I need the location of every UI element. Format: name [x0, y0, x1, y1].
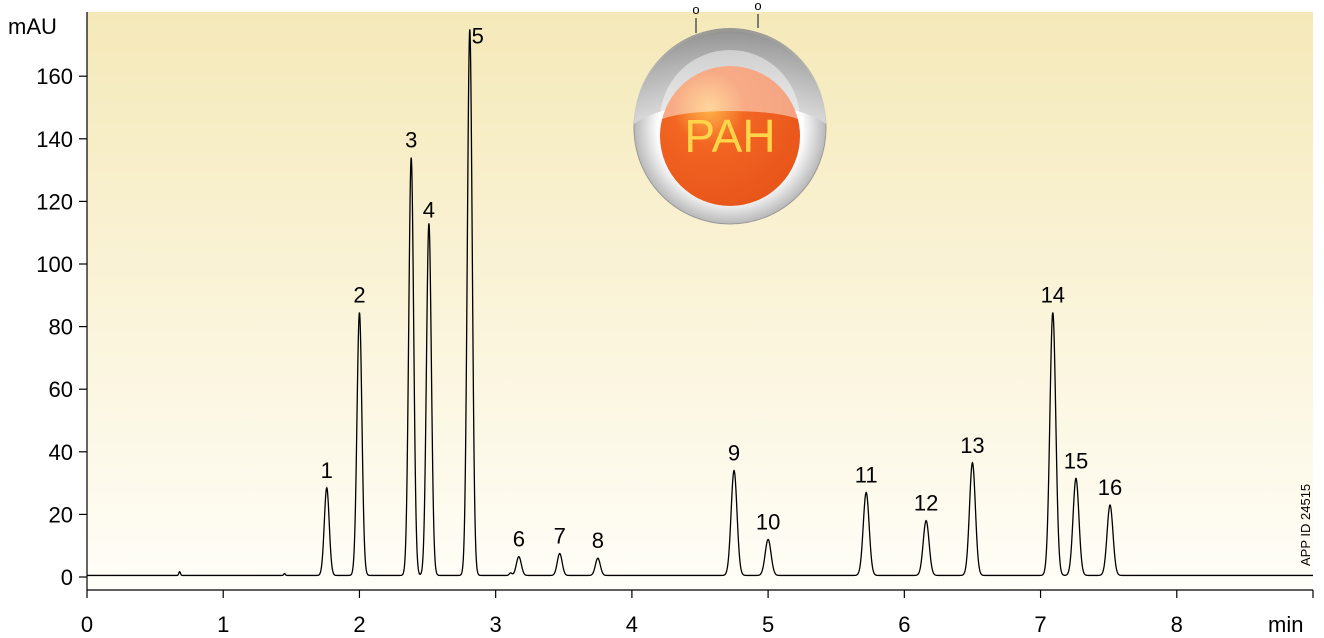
- logo-core-sphere: [660, 66, 800, 206]
- x-tick-label: 3: [490, 612, 502, 637]
- peak-label-10: 10: [756, 509, 780, 534]
- x-tick-label: 2: [353, 612, 365, 637]
- y-tick-label: 0: [61, 565, 73, 590]
- y-tick-label: 120: [36, 189, 73, 214]
- peak-label-3: 3: [405, 128, 417, 153]
- x-tick-label: 8: [1171, 612, 1183, 637]
- peak-label-16: 16: [1098, 475, 1122, 500]
- pah-logo: o o PAH: [633, 0, 827, 225]
- x-tick-label: 0: [81, 612, 93, 637]
- peak-label-6: 6: [513, 527, 525, 552]
- x-tick-label: 6: [898, 612, 910, 637]
- logo-mark-left: o: [692, 2, 699, 17]
- y-tick-label: 20: [49, 502, 73, 527]
- peak-label-12: 12: [914, 491, 938, 516]
- peak-label-2: 2: [353, 283, 365, 308]
- peak-label-11: 11: [855, 462, 878, 487]
- logo-text: PAH: [684, 110, 775, 162]
- y-tick-label: 60: [49, 377, 73, 402]
- x-tick-label: 4: [626, 612, 638, 637]
- y-axis-unit-label: mAU: [8, 14, 57, 39]
- y-tick-label: 100: [36, 252, 73, 277]
- y-tick-label: 160: [36, 64, 73, 89]
- peak-label-15: 15: [1064, 448, 1088, 473]
- x-tick-label: 1: [217, 612, 229, 637]
- x-tick-label: 5: [762, 612, 774, 637]
- x-tick-label: 7: [1034, 612, 1046, 637]
- logo-mark-right: o: [754, 0, 761, 13]
- peak-label-13: 13: [960, 433, 984, 458]
- peak-label-9: 9: [728, 441, 740, 466]
- y-tick-label: 80: [49, 315, 73, 340]
- y-tick-label: 140: [36, 127, 73, 152]
- y-tick-label: 40: [49, 440, 73, 465]
- peak-label-1: 1: [321, 458, 333, 483]
- y-axis: 0 20 40 60 80 100 120 140 160: [36, 12, 88, 590]
- x-axis-unit-label: min: [1268, 612, 1303, 637]
- x-axis: 0 1 2 3 4 5 6 7 8: [81, 589, 1314, 637]
- peak-label-7: 7: [554, 524, 566, 549]
- peak-label-8: 8: [592, 528, 604, 553]
- peak-label-4: 4: [423, 197, 435, 222]
- peak-label-5: 5: [472, 23, 484, 48]
- app-id-label: APP ID 24515: [1298, 484, 1313, 566]
- peak-label-14: 14: [1041, 283, 1065, 308]
- logo-lens-highlight: [660, 50, 800, 120]
- chromatogram-trace: [87, 29, 1313, 577]
